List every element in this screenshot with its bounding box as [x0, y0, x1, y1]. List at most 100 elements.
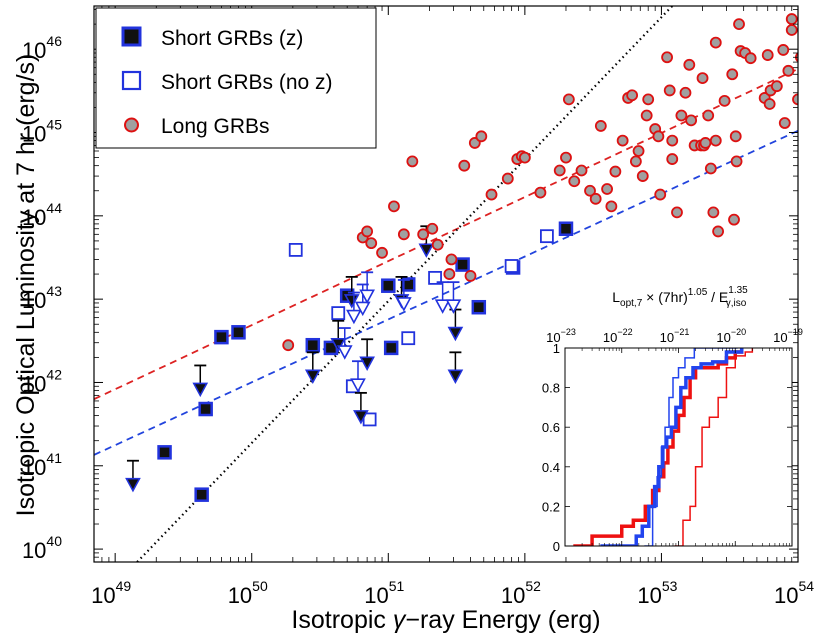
- long-grb-point: [683, 58, 696, 71]
- long-grb-point: [464, 270, 477, 282]
- short-grb-noz-point: [504, 259, 519, 273]
- short-grb-z-upper-limit: [447, 351, 464, 385]
- short-grb-z-point: [198, 401, 213, 417]
- long-grb-point: [709, 36, 722, 49]
- short-grb-z-point: [231, 325, 246, 340]
- legend: Short GRBs (z) Short GRBs (no z) Long GR…: [95, 7, 377, 149]
- long-grb-point: [458, 159, 471, 172]
- short-grb-z-upper-limit: [192, 364, 209, 398]
- long-fit-line: [94, 68, 798, 400]
- x-axis-label: Isotropic γ−ray Energy (erg): [291, 606, 600, 634]
- long-grb-point: [729, 130, 742, 143]
- long-grb-point: [629, 155, 642, 168]
- short-grb-noz-point: [539, 229, 554, 244]
- long-grb-point: [763, 98, 776, 110]
- long-grb-point: [594, 120, 607, 132]
- long-grb-point: [388, 200, 400, 213]
- short-grb-noz-upper-limit: [336, 327, 353, 360]
- long-grb-point: [616, 134, 629, 147]
- x-tick-label: 1050: [228, 578, 268, 608]
- legend-circle-icon: [124, 117, 139, 133]
- long-grb-point: [417, 228, 430, 241]
- inset-background: [565, 348, 792, 546]
- inset-cdf-lines: [573, 348, 754, 546]
- inset-chart: 10−23 10−22 10−21 10−20 10−1900.20.40.60.81 …: [542, 285, 803, 554]
- blue-cdf-thin-line: [644, 348, 738, 546]
- long-grb-point: [601, 183, 613, 195]
- long-grb-point: [282, 339, 295, 352]
- short-grb-z-point: [558, 221, 574, 236]
- long-grb-point: [685, 114, 698, 127]
- long-grb-point: [562, 93, 575, 106]
- long-grb-point: [518, 151, 531, 164]
- long-grb-point: [445, 253, 458, 266]
- short-grb-noz-upper-limit: [434, 281, 451, 314]
- long-grb-point: [699, 137, 712, 149]
- long-grb-point: [785, 24, 798, 36]
- short-grb-z-point: [214, 329, 229, 345]
- long-grb-point: [761, 49, 774, 61]
- long-grb-point: [777, 44, 790, 56]
- long-grb-point: [584, 184, 596, 197]
- long-grb-point: [426, 222, 439, 235]
- inset-y-tick-label: 0: [553, 539, 560, 554]
- long-grb-point: [431, 238, 444, 251]
- long-grb-point: [609, 165, 622, 178]
- short-grb-z-upper-limit: [304, 351, 321, 385]
- long-grb-point: [675, 109, 688, 122]
- inset-title: Lopt,7 × (7hr)1.05 / E1.35 γ,iso: [612, 285, 748, 309]
- long-grb-point: [376, 246, 388, 259]
- long-grb-point: [589, 192, 602, 205]
- short-grb-noz-upper-limit: [350, 360, 366, 393]
- short-grb-z-point: [471, 299, 487, 315]
- long-grb-point: [696, 72, 709, 84]
- long-grb-point: [728, 213, 740, 226]
- legend-box: [95, 7, 377, 149]
- long-grb-point: [534, 186, 547, 199]
- x-tick-label: 1053: [637, 578, 677, 608]
- long-grb-point: [679, 86, 692, 99]
- short-grb-noz-point: [401, 331, 416, 346]
- long-grb-point: [605, 200, 618, 213]
- short-grb-z-point: [381, 278, 396, 293]
- inset-y-tick-label: 1: [553, 341, 560, 356]
- long-grb-point: [709, 134, 722, 147]
- long-grb-point: [744, 52, 757, 65]
- short-grb-z-point: [305, 337, 321, 353]
- short-grb-noz-point: [428, 270, 442, 285]
- y-axis-label: Isotropic Optical Luminosity at 7 hr (er…: [12, 54, 40, 517]
- short-grb-noz-upper-limit: [445, 281, 462, 314]
- long-grb-point: [702, 109, 715, 122]
- short-grb-noz-point: [331, 306, 346, 321]
- legend-filled-square-icon: [121, 26, 142, 47]
- long-grb-point: [733, 18, 745, 31]
- long-grb-point: [568, 175, 581, 188]
- short-grb-z-point: [157, 445, 172, 460]
- long-grb-point: [575, 164, 588, 177]
- data-points: [125, 13, 798, 502]
- long-grb-point: [666, 153, 679, 165]
- short-grb-noz-upper-limit: [346, 291, 362, 325]
- long-grb-point: [663, 84, 676, 97]
- short-grb-noz-point: [288, 243, 303, 257]
- long-grb-point: [671, 206, 683, 219]
- short-grb-z-upper-limit: [353, 391, 369, 425]
- long-grb-point: [654, 188, 667, 201]
- long-grb-point: [560, 151, 572, 164]
- legend-label-short-noz: Short GRBs (no z): [161, 71, 333, 94]
- long-grb-point: [406, 155, 419, 168]
- long-grb-point: [778, 117, 791, 129]
- long-grb-point: [726, 68, 739, 81]
- long-grb-point: [782, 64, 795, 77]
- long-grb-point: [397, 228, 410, 241]
- long-grb-point: [707, 206, 720, 219]
- short-grb-z-upper-limit: [359, 338, 375, 371]
- legend-label-long: Long GRBs: [161, 115, 270, 138]
- long-grb-point: [626, 89, 639, 102]
- long-grb-point: [640, 109, 653, 122]
- legend-open-square-icon: [121, 70, 142, 91]
- red-cdf-thin-line: [674, 348, 754, 546]
- y-tick-label: 1042: [22, 366, 62, 396]
- long-grb-point: [770, 80, 783, 93]
